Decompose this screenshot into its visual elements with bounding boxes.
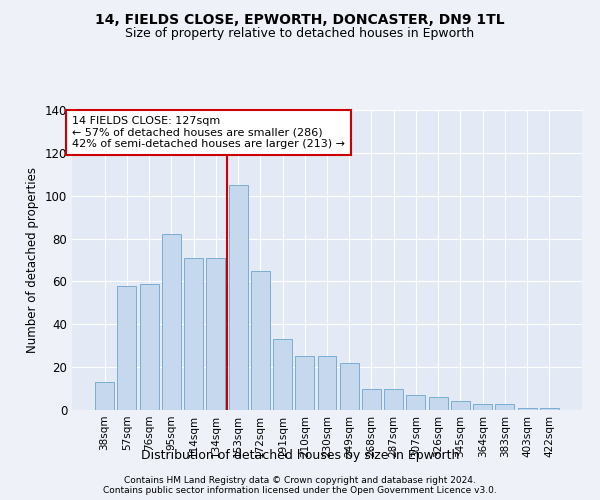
Bar (473, 404, 492, 410)
Bar (95, 382, 114, 410)
Bar (540, 408, 559, 410)
Bar (140, 284, 158, 410)
Bar (118, 286, 136, 410)
Bar (251, 270, 270, 410)
Text: Contains public sector information licensed under the Open Government Licence v3: Contains public sector information licen… (103, 486, 497, 495)
Bar (273, 340, 292, 410)
Bar (451, 402, 470, 410)
Text: Contains HM Land Registry data © Crown copyright and database right 2024.: Contains HM Land Registry data © Crown c… (124, 476, 476, 485)
Bar (429, 397, 448, 410)
Bar (362, 388, 381, 410)
Text: 14, FIELDS CLOSE, EPWORTH, DONCASTER, DN9 1TL: 14, FIELDS CLOSE, EPWORTH, DONCASTER, DN… (95, 12, 505, 26)
Bar (340, 363, 359, 410)
Y-axis label: Number of detached properties: Number of detached properties (26, 167, 39, 353)
Bar (184, 258, 203, 410)
Text: 14 FIELDS CLOSE: 127sqm
← 57% of detached houses are smaller (286)
42% of semi-d: 14 FIELDS CLOSE: 127sqm ← 57% of detache… (72, 116, 345, 149)
Bar (406, 395, 425, 410)
Bar (518, 408, 536, 410)
Text: Size of property relative to detached houses in Epworth: Size of property relative to detached ho… (125, 28, 475, 40)
Bar (384, 388, 403, 410)
Bar (295, 356, 314, 410)
Bar (162, 234, 181, 410)
Bar (496, 404, 514, 410)
Bar (229, 185, 248, 410)
Bar (317, 356, 337, 410)
Text: Distribution of detached houses by size in Epworth: Distribution of detached houses by size … (141, 448, 459, 462)
Bar (206, 258, 225, 410)
